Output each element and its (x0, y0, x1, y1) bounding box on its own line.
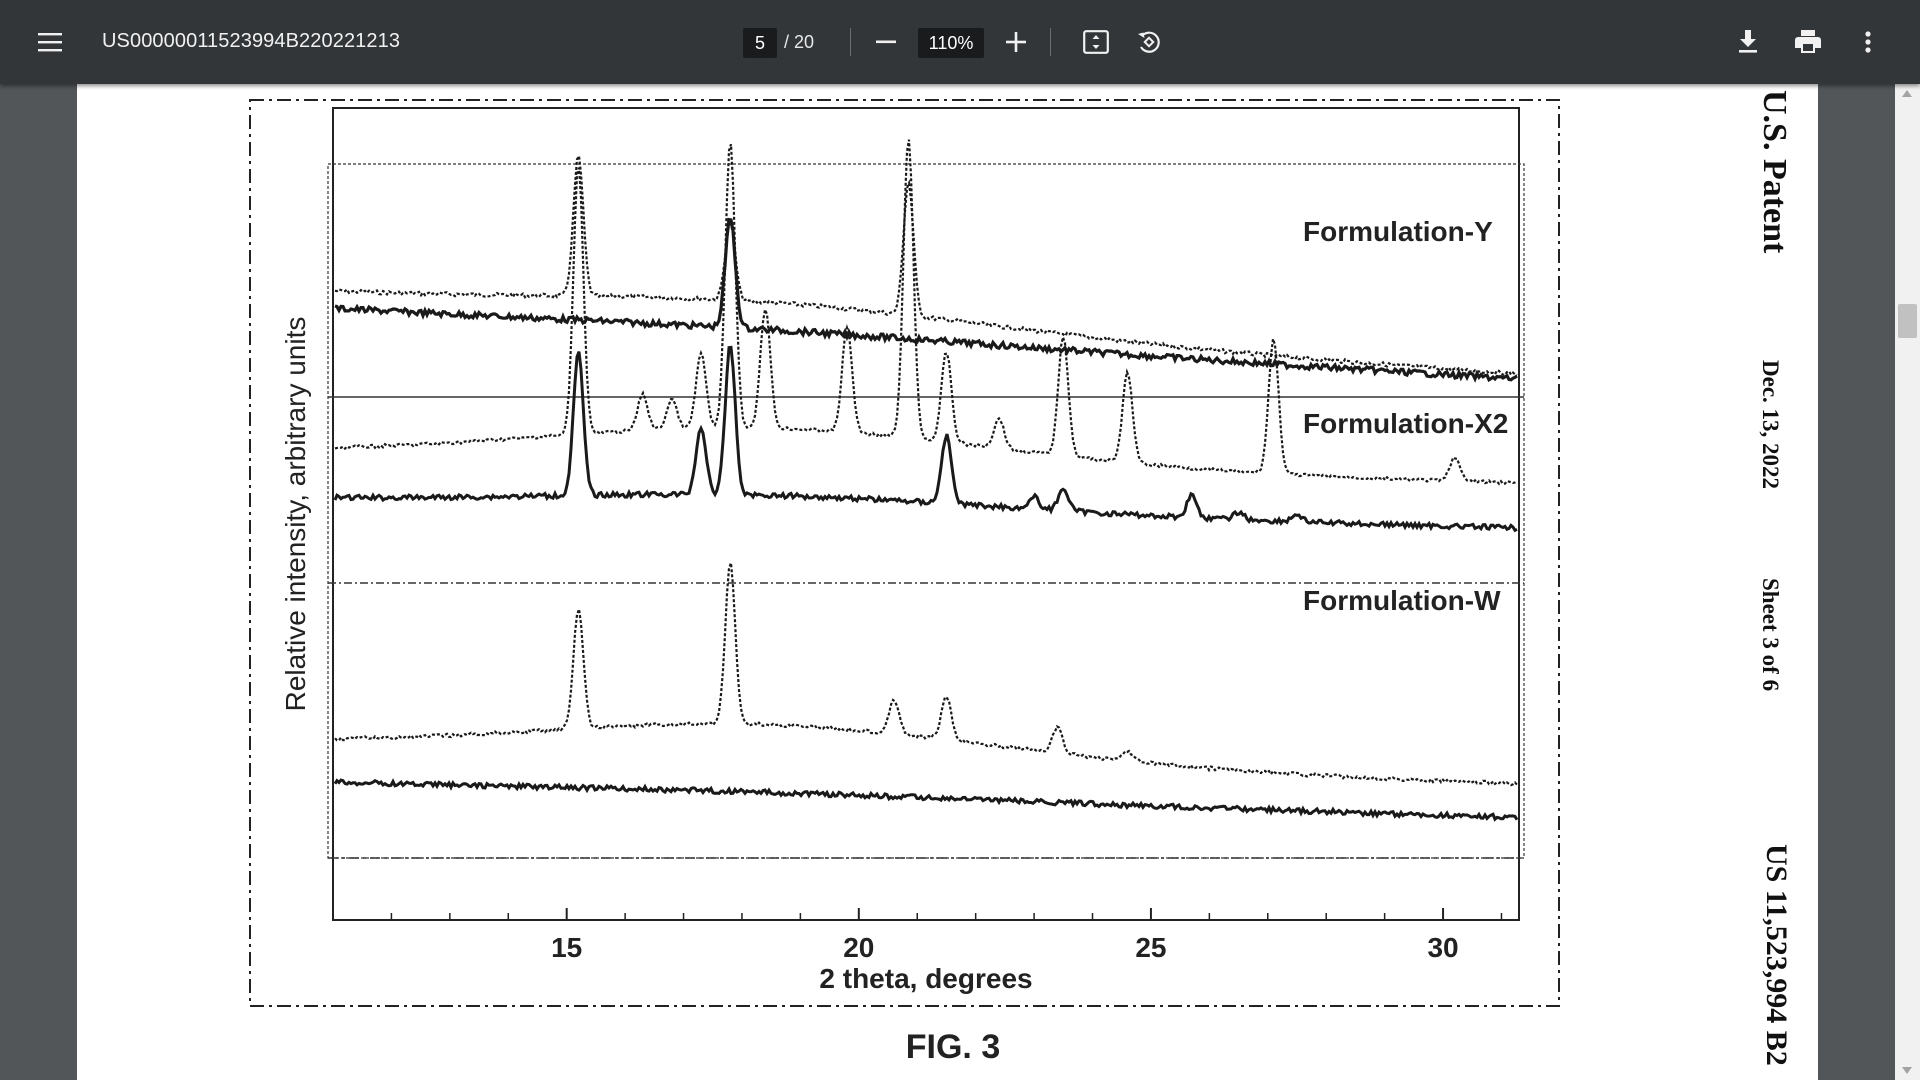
download-button[interactable] (1728, 22, 1768, 62)
document-title: US00000011523994B220221213 (102, 30, 401, 52)
series-line-dotted (334, 562, 1518, 787)
series-line-solid (334, 217, 1518, 383)
scroll-down-arrow-icon[interactable] (1902, 1067, 1912, 1074)
rotate-icon (1138, 31, 1160, 53)
menu-icon[interactable] (26, 22, 74, 62)
side-sheet: Sheet 3 of 6 (1758, 578, 1783, 692)
more-options-button[interactable] (1848, 22, 1888, 62)
panel-label: Formulation-X2 (1303, 408, 1508, 439)
x-tick-label: 30 (1427, 932, 1458, 963)
minus-icon (876, 40, 896, 44)
figure-frame (249, 99, 1560, 1007)
page-number-input[interactable]: 5 (743, 28, 777, 58)
side-date: Dec. 13, 2022 (1758, 360, 1783, 490)
plus-icon (1006, 32, 1026, 52)
toolbar-divider (850, 28, 851, 56)
toolbar-divider (1050, 28, 1051, 56)
xrd-chart: 15 20 25 30 Formulation-Y Formulation-X2 Form… (249, 99, 1560, 1066)
pdf-toolbar: US00000011523994B220221213 5 / 20 110% (0, 0, 1920, 84)
scroll-up-arrow-icon[interactable] (1902, 90, 1912, 97)
print-button[interactable] (1788, 22, 1828, 62)
panel-label: Formulation-W (1303, 585, 1501, 616)
zoom-out-button[interactable] (866, 22, 906, 62)
x-tick-label: 20 (843, 932, 874, 963)
series-line-dotted (334, 152, 1518, 377)
plot-area (332, 107, 1520, 921)
zoom-in-button[interactable] (996, 22, 1036, 62)
vertical-scrollbar[interactable] (1895, 84, 1920, 1080)
x-tick-label: 15 (551, 932, 582, 963)
series-line-solid (333, 778, 1519, 822)
side-patent-number: US 11,523,994 B2 (1760, 844, 1793, 1066)
scroll-thumb[interactable] (1898, 304, 1917, 338)
more-vert-icon (1865, 31, 1871, 53)
rotate-button[interactable] (1129, 22, 1169, 62)
panel-frame (327, 163, 1525, 859)
fit-page-icon (1083, 30, 1109, 54)
figure-caption: FIG. 3 (906, 1028, 1000, 1066)
series-line-solid (333, 345, 1518, 533)
pdf-page: 15 20 25 30 Formulation-Y Formulation-X2 Form… (77, 84, 1818, 1080)
x-axis-label: 2 theta, degrees (819, 963, 1032, 994)
x-tick-label: 25 (1135, 932, 1166, 963)
y-axis-label: Relative intensity, arbitrary units (280, 317, 311, 712)
patent-figure: 15 20 25 30 Formulation-Y Formulation-X2 Form… (77, 84, 1818, 1080)
fit-page-button[interactable] (1076, 22, 1116, 62)
download-icon (1739, 30, 1757, 53)
series-line-dotted (334, 139, 1518, 486)
page-total: / 20 (784, 32, 815, 52)
side-patent-label: U.S. Patent (1756, 90, 1793, 254)
print-icon (1795, 30, 1821, 53)
panel-label: Formulation-Y (1303, 216, 1493, 247)
zoom-level-input[interactable]: 110% (918, 28, 984, 58)
